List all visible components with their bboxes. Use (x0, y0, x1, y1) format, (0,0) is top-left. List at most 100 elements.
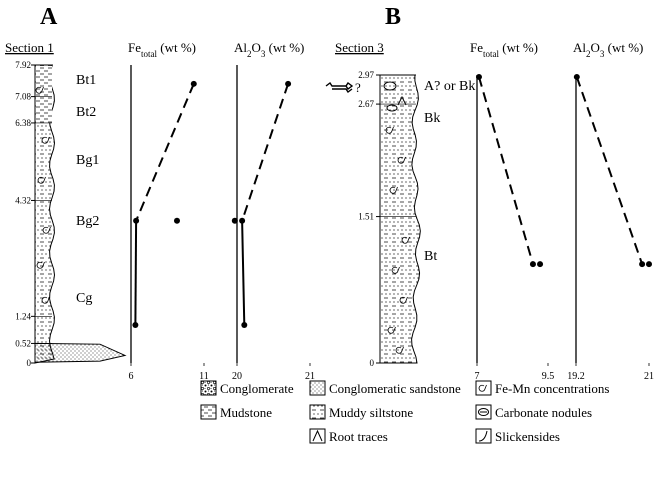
legend-swatch (200, 380, 217, 396)
x-axis-title-part: Fe (470, 40, 483, 55)
x-tick-label: 20 (232, 371, 242, 382)
x-axis-title-part: (wt %) (604, 40, 643, 55)
column (379, 74, 421, 364)
depth-label: 0.52 (15, 338, 31, 348)
data-point (529, 261, 536, 268)
section-title: Section 3 (335, 40, 384, 55)
legend-swatch (200, 404, 217, 420)
x-axis-title-part: total (483, 49, 499, 59)
x-axis-title: Al2O3 (wt %) (573, 40, 643, 59)
data-point (285, 80, 292, 87)
data-point (537, 261, 544, 268)
profile-segment (478, 76, 534, 265)
legend-swatch (309, 404, 326, 420)
x-tick-label: 7 (475, 371, 480, 382)
fe-mn-symbol (42, 226, 51, 234)
x-axis-title: Fetotal (wt %) (470, 40, 538, 59)
fe-mn-symbol (41, 296, 50, 304)
fe-mn-symbol (478, 384, 487, 392)
depth-label: 1.51 (358, 212, 374, 222)
x-axis-title-part: 2 (247, 49, 252, 59)
fe-mn-symbol (397, 156, 406, 164)
depth-label: 7.92 (15, 60, 31, 70)
x-tick-label: 21 (644, 371, 654, 382)
x-tick-label: 11 (199, 371, 209, 382)
legend-label: Fe-Mn concentrations (495, 381, 609, 396)
panel-letter: A (40, 4, 58, 30)
x-axis-title: Al2O3 (wt %) (234, 40, 304, 59)
carbonate-nodule (386, 104, 398, 112)
depth-label: 1.24 (15, 311, 31, 321)
x-tick-label: 21 (305, 371, 315, 382)
panel-letter: B (385, 4, 401, 30)
horizon-label: Bk (424, 111, 440, 126)
bone-symbol (325, 81, 354, 94)
data-point (646, 261, 652, 268)
x-axis-title-part: total (141, 49, 157, 59)
x-axis-title-part: O (591, 40, 600, 55)
fe-mn-symbol (395, 346, 404, 354)
legend-swatch (475, 380, 492, 396)
x-axis-title: Fetotal (wt %) (128, 40, 196, 59)
fe-mn-symbol (401, 236, 410, 244)
profile-segment (134, 220, 138, 326)
profile-segment (241, 83, 290, 222)
horizon-label: Bt (424, 249, 437, 264)
column (34, 64, 56, 364)
horizon-label: Bt1 (76, 73, 96, 88)
data-point (190, 80, 197, 87)
depth-label: 0 (370, 358, 375, 368)
horizon-label: Bg1 (76, 153, 99, 168)
horizon-label: Cg (76, 291, 92, 306)
x-axis-title-part: 3 (261, 49, 266, 59)
x-axis-title-part: 3 (600, 49, 605, 59)
x-tick-label: 6 (129, 371, 134, 382)
fe-mn-symbol (41, 136, 50, 144)
depth-label: 7.08 (15, 92, 31, 102)
fe-mn-symbol (36, 261, 45, 269)
legend-swatch (475, 428, 492, 444)
legend-label: Slickensides (495, 429, 560, 444)
data-point (241, 321, 248, 328)
legend-slickenside (478, 430, 488, 442)
horizon-label: Bt2 (76, 105, 96, 120)
horizon-label: Bg2 (76, 214, 99, 229)
depth-label: 2.97 (358, 70, 374, 80)
fe-mn-symbol (387, 326, 396, 334)
data-point (239, 217, 246, 224)
x-axis-title-part: 2 (586, 49, 591, 59)
legend-label: Carbonate nodules (495, 405, 592, 420)
legend-label: Root traces (329, 429, 388, 444)
fe-mn-symbol (391, 266, 400, 274)
legend-label: Muddy siltstone (329, 405, 413, 420)
x-tick-label: 9.5 (542, 371, 555, 382)
data-point (639, 261, 646, 268)
carbonate-nodule (383, 81, 397, 91)
root-trace (397, 95, 407, 106)
data-point (475, 73, 482, 80)
note: ? (355, 80, 361, 95)
legend-nodule (478, 408, 489, 416)
data-point (132, 321, 139, 328)
x-axis-title-part: (wt %) (157, 40, 196, 55)
x-axis-title-part: Al (573, 40, 586, 55)
horizon-label: A? or Bk (424, 79, 475, 94)
conglomeratic-lens (34, 342, 127, 363)
legend-root (312, 429, 323, 442)
legend-swatch (309, 380, 326, 396)
data-point (231, 217, 238, 224)
depth-label: 4.32 (15, 195, 31, 205)
column-mudstone (36, 66, 52, 123)
fe-mn-symbol (35, 86, 44, 94)
data-point (173, 217, 180, 224)
x-axis-title-part: Al (234, 40, 247, 55)
fe-mn-symbol (385, 126, 394, 134)
legend-label: Conglomerate (220, 381, 294, 396)
x-tick-label: 19.2 (567, 371, 585, 382)
depth-label: 6.38 (15, 118, 31, 128)
x-axis-title-part: (wt %) (265, 40, 304, 55)
x-axis-title-part: Fe (128, 40, 141, 55)
depth-label: 0 (27, 358, 32, 368)
data-point (573, 73, 580, 80)
